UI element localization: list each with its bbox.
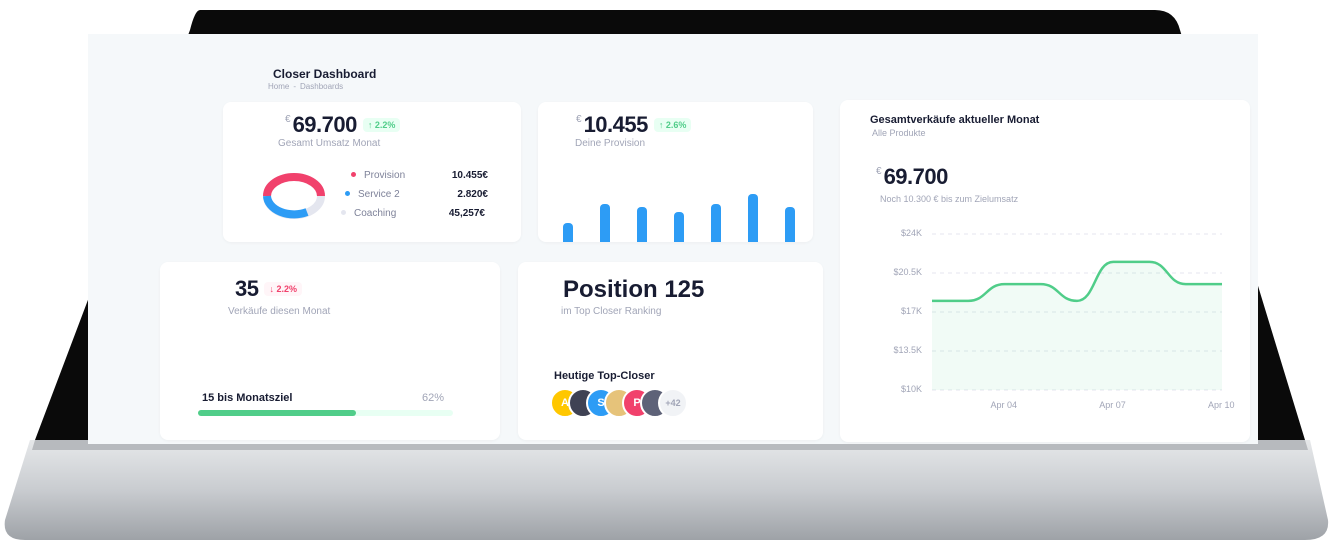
total-sales-subtitle: Alle Produkte: [872, 128, 926, 138]
donut-segment-service: [263, 195, 309, 219]
legend-coaching-value: 45,257€: [448, 208, 485, 219]
breadcrumb-dashboards[interactable]: Dashboards: [300, 82, 344, 91]
currency-symbol: €: [576, 114, 582, 125]
x-tick-label: Apr 10: [1208, 400, 1235, 410]
top-closer-label: Heutige Top-Closer: [554, 370, 655, 382]
commission-bar: [600, 204, 610, 242]
commission-bar: [711, 204, 721, 242]
legend-provision: Provision: [351, 170, 405, 181]
ranking-subtitle: im Top Closer Ranking: [561, 306, 662, 317]
sales-value: 35 ↓ 2.2%: [235, 276, 303, 302]
sales-subtitle: Verkäufe diesen Monat: [228, 306, 331, 317]
avatar-group: A S P +42: [550, 388, 770, 420]
change-badge: ↑ 2.2%: [362, 117, 401, 132]
y-tick-label: $24K: [900, 228, 922, 238]
commission-value: €10.455 ↑ 2.6%: [576, 112, 692, 138]
commission-bar: [637, 207, 647, 242]
commission-bar: [563, 223, 573, 242]
commission-bar-chart: [563, 182, 803, 242]
breadcrumb-home[interactable]: Home: [268, 82, 290, 91]
x-tick-label: Apr 04: [990, 400, 1018, 410]
y-tick-label: $10K: [900, 384, 922, 394]
total-sales-card: Gesamtverkäufe aktueller Monat Alle Prod…: [840, 100, 1250, 442]
ranking-title: Position 125: [563, 276, 705, 303]
x-tick-label: Apr 07: [1099, 400, 1126, 410]
total-sales-amount: 69.700: [883, 164, 949, 189]
donut-chart: [263, 173, 325, 219]
legend-service-value: 2.820€: [457, 189, 488, 200]
revenue-card: €69.700 ↑ 2.2% Gesamt Umsatz Monat Provis…: [223, 102, 521, 242]
commission-bar: [748, 194, 758, 242]
total-sales-title: Gesamtverkäufe aktueller Monat: [870, 114, 1040, 126]
goal-progress-bar: [198, 410, 453, 416]
avatar-more[interactable]: +42: [658, 388, 688, 418]
breadcrumb: Home - Dashboards: [268, 82, 344, 91]
legend-service: Service 2: [345, 189, 400, 200]
commission-bar: [674, 212, 684, 242]
ranking-card: Position 125 im Top Closer Ranking Heuti…: [518, 262, 823, 440]
change-badge: ↑ 2.6%: [653, 117, 692, 132]
commission-subtitle: Deine Provision: [575, 138, 646, 149]
commission-card: €10.455 ↑ 2.6% Deine Provision: [538, 102, 813, 242]
revenue-subtitle: Gesamt Umsatz Monat: [278, 138, 381, 149]
screen: Closer Dashboard Home - Dashboards €69.700…: [88, 34, 1258, 444]
legend-coaching: Coaching: [341, 208, 396, 219]
sales-count: 35: [235, 276, 259, 301]
y-tick-label: $20.5K: [893, 267, 922, 277]
total-sales-value: €69.700: [876, 164, 948, 190]
area-fill: [932, 261, 1222, 390]
currency-symbol: €: [285, 114, 291, 125]
currency-symbol: €: [876, 166, 882, 177]
commission-bar: [785, 207, 795, 242]
sales-area-chart: [932, 233, 1222, 391]
goal-label: 15 bis Monatsziel: [202, 392, 293, 404]
revenue-amount: 69.700: [292, 112, 358, 137]
y-tick-label: $17K: [900, 306, 922, 316]
series-line: [932, 260, 1222, 303]
donut-segment-provision: [263, 173, 325, 197]
legend-provision-value: 10.455€: [451, 170, 488, 181]
commission-amount: 10.455: [583, 112, 649, 137]
y-tick-label: $13.5K: [893, 345, 922, 355]
sales-card: 35 ↓ 2.2% Verkäufe diesen Monat 15 bis Mo…: [160, 262, 500, 440]
change-badge: ↓ 2.2%: [264, 281, 303, 296]
target-note: Noch 10.300 € bis zum Zielumsatz: [880, 194, 1019, 204]
page-title: Closer Dashboard: [273, 67, 377, 81]
goal-progress-fill: [198, 410, 357, 416]
goal-percent: 62%: [422, 392, 445, 404]
revenue-value: €69.700 ↑ 2.2%: [285, 112, 401, 138]
